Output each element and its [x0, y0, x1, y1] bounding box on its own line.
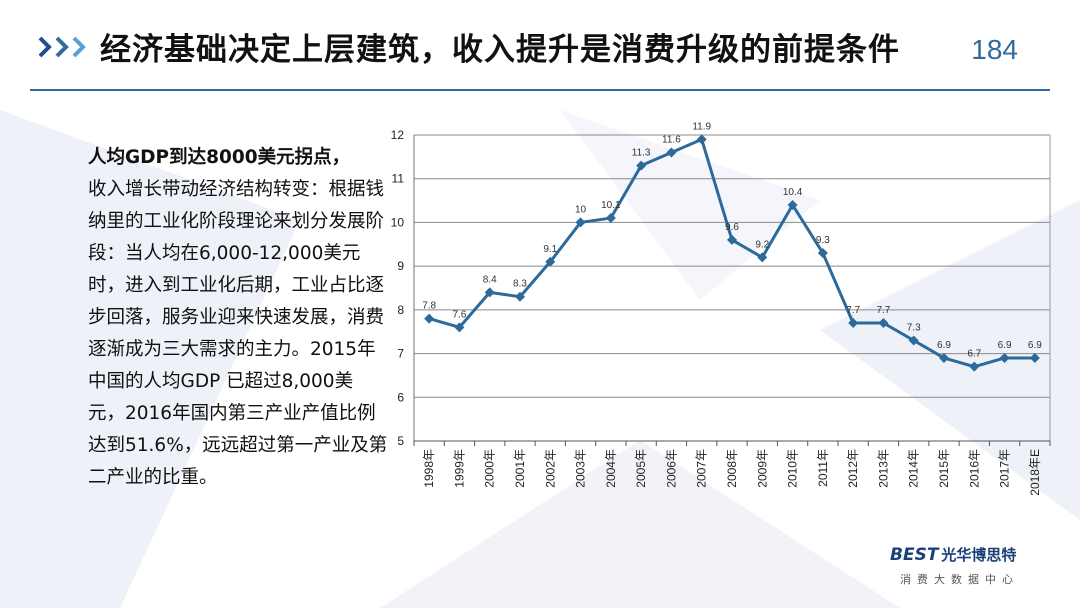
data-label: 7.7	[876, 305, 890, 316]
data-label: 9.2	[755, 239, 769, 250]
y-tick-label: 10	[391, 215, 405, 229]
data-point	[424, 313, 435, 324]
data-label: 7.8	[422, 301, 436, 312]
body-text-paragraph: 收入增长带动经济结构转变：根据钱纳里的工业化阶段理论来划分发展阶段：当人均在6,…	[88, 179, 388, 488]
page-number: 184	[971, 34, 1018, 65]
data-point	[787, 199, 798, 210]
logo-subtitle: 消费大数据中心	[900, 573, 1019, 586]
data-label: 7.7	[846, 305, 860, 316]
data-label: 6.9	[1028, 340, 1042, 351]
series-line	[428, 137, 1035, 369]
data-point	[454, 322, 465, 333]
data-point	[605, 213, 616, 224]
data-label: 8.3	[513, 279, 527, 290]
data-point	[817, 248, 828, 259]
y-tick-label: 8	[397, 303, 404, 317]
data-point	[545, 256, 556, 267]
logo-best-text: BEST	[890, 545, 939, 565]
x-tick-label: 2001年	[513, 449, 527, 488]
data-label: 9.6	[725, 222, 739, 233]
x-tick-label: 1999年	[452, 449, 466, 488]
x-tick-label: 2003年	[574, 449, 588, 488]
x-tick-label: 2004年	[604, 449, 618, 488]
x-tick-label: 2018年E	[1028, 449, 1042, 496]
x-tick-label: 2000年	[483, 449, 497, 488]
data-label: 6.7	[967, 349, 981, 360]
body-text-lead: 人均GDP到达8000美元拐点，	[88, 147, 351, 168]
data-label: 8.4	[483, 274, 497, 285]
data-point	[515, 291, 525, 302]
x-tick-label: 2014年	[907, 449, 921, 488]
x-tick-label: 2005年	[634, 449, 648, 488]
x-tick-label: 2015年	[937, 449, 951, 488]
data-point	[696, 134, 707, 145]
data-label: 11.3	[632, 148, 651, 159]
x-tick-label: 2013年	[876, 449, 890, 488]
data-label: 6.9	[998, 340, 1012, 351]
data-point	[727, 234, 737, 245]
slide-header: 经济基础决定上层建筑，收入提升是消费升级的前提条件 184	[0, 0, 1080, 92]
body-text: 人均GDP到达8000美元拐点， 收入增长带动经济结构转变：根据钱纳里的工业化阶…	[88, 142, 388, 494]
data-label: 11.9	[692, 121, 711, 132]
header-divider	[30, 89, 1050, 91]
data-point	[999, 352, 1010, 363]
data-point	[484, 287, 495, 298]
chevron-right-icon	[38, 36, 86, 58]
data-label: 9.3	[816, 235, 830, 246]
y-tick-label: 9	[397, 259, 404, 273]
data-point	[908, 335, 919, 346]
y-tick-label: 6	[397, 390, 404, 404]
x-tick-label: 2012年	[846, 449, 860, 488]
data-label: 6.9	[937, 340, 951, 351]
data-point	[878, 317, 889, 328]
x-tick-label: 1998年	[422, 449, 436, 488]
data-point	[1029, 352, 1040, 363]
logo-company-name: 光华博思特	[941, 546, 1017, 564]
data-label: 10.1	[601, 200, 621, 211]
data-point	[636, 160, 647, 171]
company-logo: BEST 光华博思特 消费大数据中心	[890, 544, 1050, 594]
x-tick-label: 2017年	[998, 449, 1012, 488]
y-tick-label: 12	[391, 128, 405, 142]
data-label: 10	[575, 204, 587, 215]
data-point	[757, 252, 768, 263]
x-tick-label: 2002年	[543, 449, 557, 488]
y-tick-label: 7	[397, 347, 404, 361]
data-point	[666, 147, 677, 158]
line-chart: 5 6 7 8 9 10 11 12 1998年 1999年 2000年 2001年 2002年 2003…	[391, 121, 1051, 496]
x-tick-label: 2006年	[664, 449, 678, 488]
data-point	[848, 317, 859, 328]
x-tick-label: 2009年	[755, 449, 769, 488]
data-label: 11.6	[662, 134, 681, 145]
x-tick-label: 2007年	[695, 449, 709, 488]
data-label: 7.3	[907, 322, 921, 333]
x-tick-label: 2008年	[725, 449, 739, 488]
data-label: 7.6	[452, 309, 466, 320]
data-label: 10.4	[783, 187, 803, 198]
data-point	[969, 361, 980, 372]
x-tick-label: 2010年	[786, 449, 800, 488]
x-tick-label: 2016年	[967, 449, 981, 488]
data-point	[575, 217, 586, 228]
y-tick-label: 5	[397, 434, 404, 448]
page-title: 经济基础决定上层建筑，收入提升是消费升级的前提条件	[100, 32, 900, 68]
y-tick-label: 11	[392, 172, 405, 186]
data-label: 9.1	[543, 244, 557, 255]
data-point	[939, 352, 949, 363]
x-tick-label: 2011年	[816, 449, 830, 487]
